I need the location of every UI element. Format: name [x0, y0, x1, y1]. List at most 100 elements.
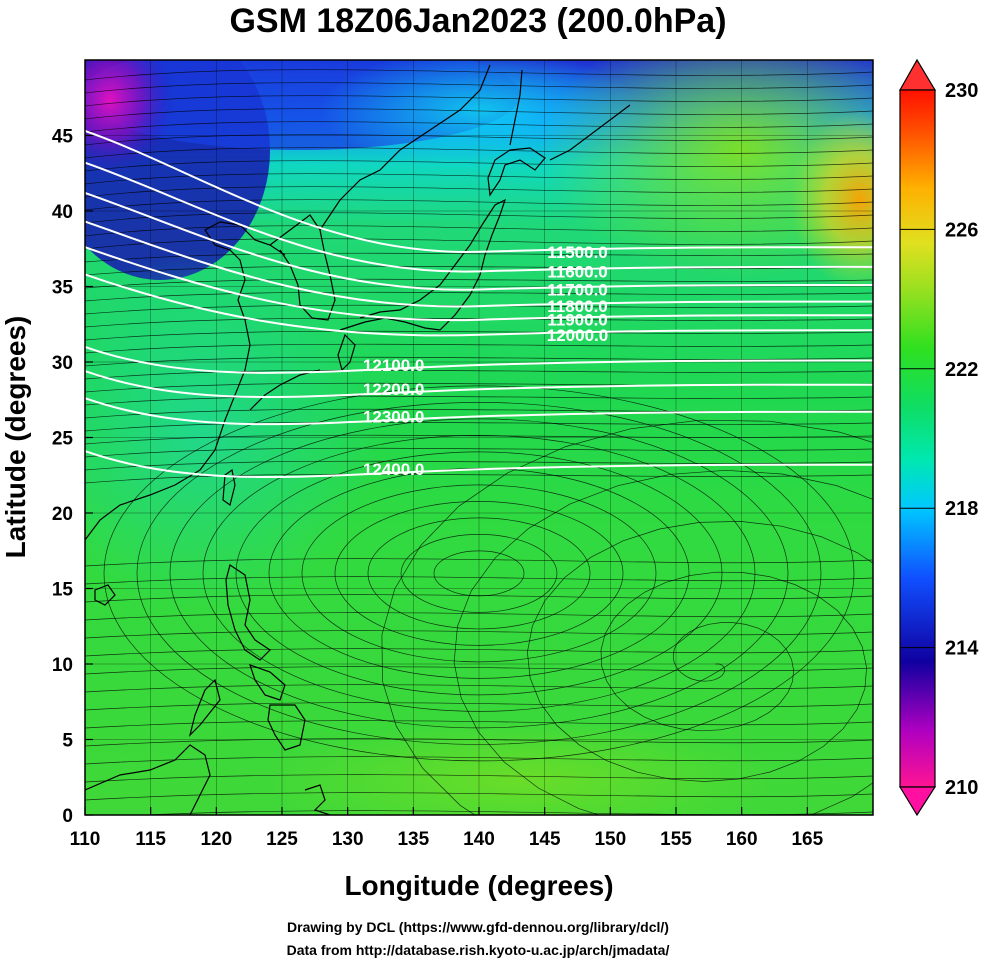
coast-sakhalin	[509, 69, 523, 146]
coast-honshu	[339, 198, 507, 331]
height-contours: 11500.011600.011700.011800.011900.012000…	[85, 130, 873, 479]
colorbar-tick-label: 222	[945, 359, 978, 381]
coast-borneo	[85, 744, 211, 815]
streamline	[367, 517, 591, 630]
streamline	[202, 435, 756, 712]
streamline	[268, 468, 690, 679]
streamline	[85, 395, 873, 406]
streamline	[85, 612, 873, 621]
streamline	[85, 630, 873, 639]
contour-label: 12200.0	[363, 380, 424, 399]
coastlines	[85, 64, 631, 815]
colorbar-tick-label: 214	[945, 638, 979, 660]
x-tick-label: 115	[135, 829, 166, 850]
y-tick-label: 45	[52, 127, 74, 148]
streamline	[85, 147, 873, 159]
streamline	[85, 356, 873, 367]
y-tick-label: 15	[52, 580, 74, 601]
credit-data: Data from http://database.rish.kyoto-u.a…	[287, 942, 670, 958]
height-contour	[85, 246, 873, 322]
colorbar-upper-arrow	[898, 58, 937, 91]
coast-luzon	[225, 564, 271, 661]
x-axis-label: Longitude (degrees)	[344, 870, 613, 901]
streamline	[85, 756, 873, 765]
height-contour	[85, 191, 873, 291]
colorbar-tick-label: 210	[945, 777, 978, 799]
colorbar-tick-label: 226	[945, 219, 978, 241]
teal-region	[85, 250, 380, 610]
coast-hainan	[94, 584, 116, 606]
streamline	[85, 421, 873, 432]
warmest-region	[790, 110, 873, 290]
warm-region	[540, 60, 873, 280]
x-tick-label: 140	[463, 829, 495, 850]
plot-area: 11500.011600.011700.011800.011900.012000…	[85, 60, 873, 815]
streamline	[85, 558, 873, 567]
streamline	[85, 173, 873, 185]
y-tick-label: 10	[52, 655, 73, 676]
streamline	[85, 121, 873, 133]
height-contour	[85, 273, 873, 337]
colorbar: 210 214 218 222 226 230	[898, 58, 979, 817]
contour-label: 11700.0	[547, 281, 608, 300]
x-tick-label: 110	[70, 829, 101, 850]
coast-okinawa	[249, 369, 321, 411]
axis-ticks: 110 115 120 125 130 135 140 145 150 155 160 165 0 5 10…	[52, 127, 824, 851]
x-tick-label: 155	[660, 829, 692, 850]
x-tick-label: 150	[594, 829, 626, 850]
streamline	[85, 792, 873, 801]
colorbar-tick-label: 218	[945, 498, 978, 520]
coldest-region	[85, 60, 175, 175]
contour-label: 11600.0	[547, 262, 608, 281]
y-tick-label: 20	[52, 504, 73, 525]
graticule	[85, 60, 873, 815]
height-contour	[85, 450, 873, 479]
colorbar-lower-arrow	[898, 786, 937, 817]
y-tick-label: 40	[52, 202, 73, 223]
colorbar-tick-label: 230	[945, 80, 978, 102]
y-tick-label: 35	[52, 278, 74, 299]
y-tick-label: 30	[52, 353, 73, 374]
streamline	[85, 278, 873, 289]
streamline	[301, 484, 657, 663]
streamline	[85, 460, 873, 471]
contour-label: 11500.0	[547, 243, 608, 262]
contour-label: 12100.0	[363, 356, 424, 375]
streamline	[85, 343, 873, 354]
streamline	[85, 82, 873, 94]
streamline	[85, 774, 873, 783]
x-tick-label: 130	[332, 829, 364, 850]
contour-label: 12300.0	[363, 407, 424, 426]
coast-korea	[269, 214, 336, 321]
streamline	[85, 134, 873, 146]
coast-sulawesi	[304, 784, 331, 815]
streamline	[85, 473, 873, 484]
coast-visayas	[249, 664, 286, 701]
streamline	[85, 369, 873, 380]
streamline	[169, 418, 789, 729]
streamline	[400, 534, 558, 613]
contour-label: 12000.0	[547, 326, 608, 345]
height-contour	[85, 161, 873, 273]
coast-hokkaido	[487, 147, 546, 197]
coast-mindanao	[267, 704, 306, 751]
streamline	[85, 265, 873, 276]
height-contour	[85, 130, 873, 253]
y-axis-label: Latitude (degrees)	[0, 316, 31, 559]
colorbar-ticks: 210 214 218 222 226 230	[900, 80, 979, 799]
y-tick-label: 5	[62, 731, 73, 752]
streamline	[85, 648, 873, 657]
streamline	[381, 419, 873, 815]
coast-taiwan	[222, 468, 236, 507]
height-contour	[85, 220, 873, 308]
y-tick-label: 0	[62, 806, 73, 827]
streamline	[334, 501, 624, 646]
streamline	[85, 186, 873, 198]
x-tick-label: 145	[529, 829, 561, 850]
streamline	[85, 666, 873, 675]
credit-drawing: Drawing by DCL (https://www.gfd-dennou.o…	[287, 919, 669, 935]
height-contour	[85, 370, 873, 399]
cold-region	[85, 60, 270, 280]
streamline	[85, 291, 873, 302]
